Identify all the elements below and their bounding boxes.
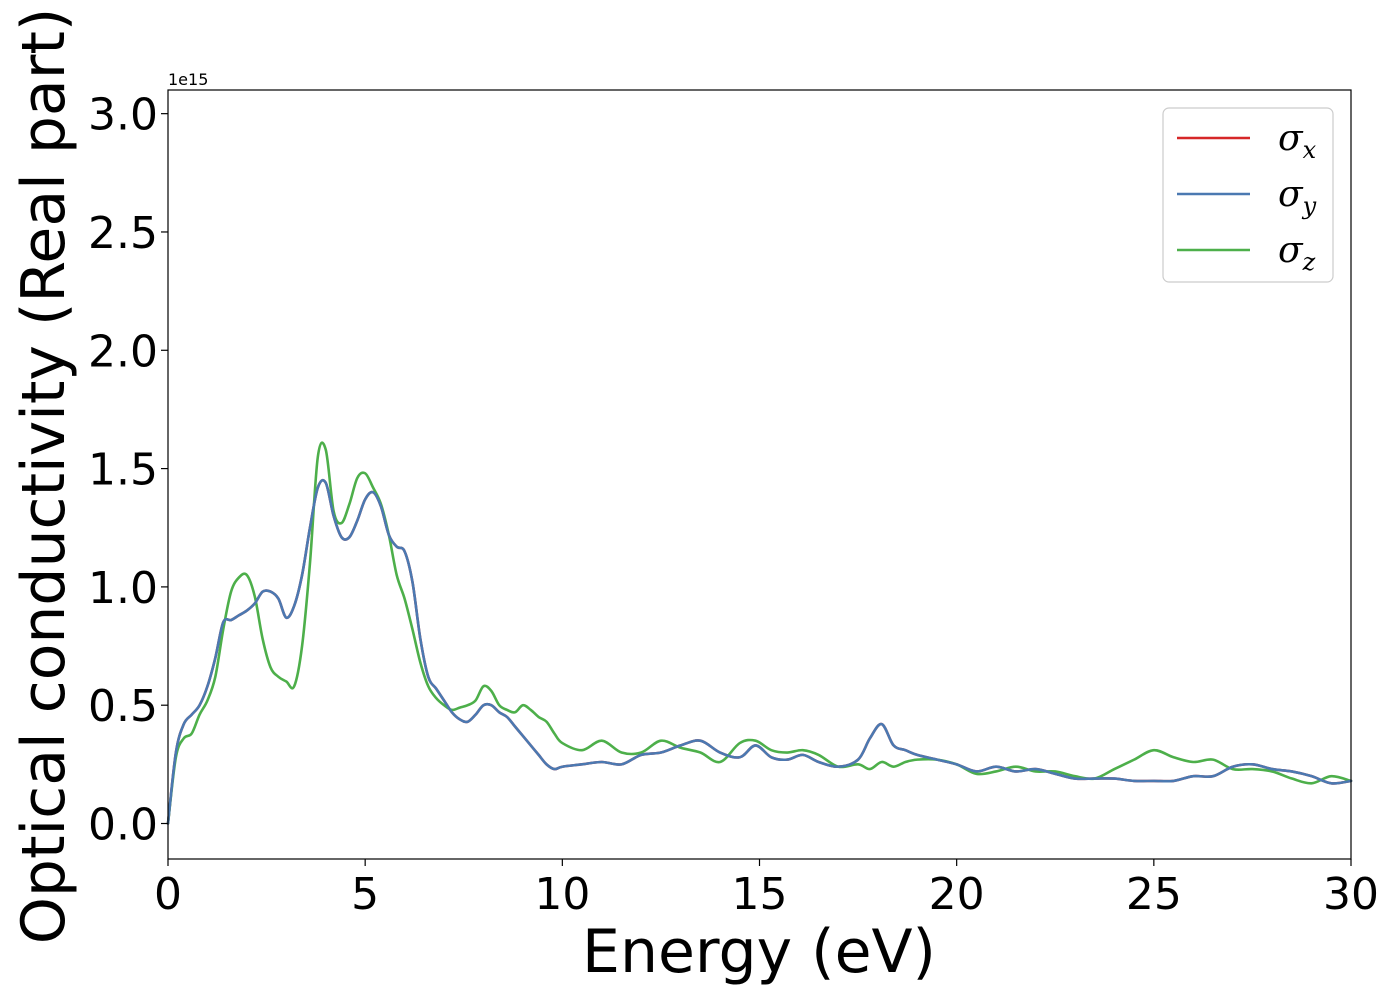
- y-axis-title: Optical conductivity (Real part): [9, 8, 79, 945]
- x-axis-title: Energy (eV): [582, 917, 936, 987]
- x-tick-label: 15: [732, 869, 788, 920]
- legend: σx σy σz: [1162, 107, 1334, 283]
- y-tick-label: 0.0: [88, 800, 158, 851]
- x-tick-label: 30: [1323, 869, 1379, 920]
- legend-label-y: σy: [1278, 174, 1317, 220]
- y-tick-label: 0.5: [88, 681, 158, 732]
- y-axis: 0.0 0.5 1.0 1.5 2.0 2.5 3.0: [88, 90, 168, 851]
- x-tick-label: 10: [534, 869, 590, 920]
- x-tick-label: 5: [351, 869, 379, 920]
- y-tick-label: 2.5: [88, 208, 158, 259]
- x-tick-label: 25: [1126, 869, 1182, 920]
- y-tick-label: 3.0: [88, 90, 158, 141]
- y-tick-label: 2.0: [88, 326, 158, 377]
- legend-label-x: σx: [1278, 118, 1317, 164]
- series-line-y: [166, 478, 1353, 825]
- x-tick-label: 0: [154, 869, 182, 920]
- y-offset-label: 1e15: [168, 70, 208, 89]
- legend-label-z: σz: [1278, 230, 1316, 276]
- x-axis: 0 5 10 15 20 25 30: [154, 859, 1379, 920]
- series-layer: [166, 441, 1353, 825]
- x-tick-label: 20: [929, 869, 985, 920]
- y-tick-label: 1.5: [88, 445, 158, 496]
- y-tick-label: 1.0: [88, 563, 158, 614]
